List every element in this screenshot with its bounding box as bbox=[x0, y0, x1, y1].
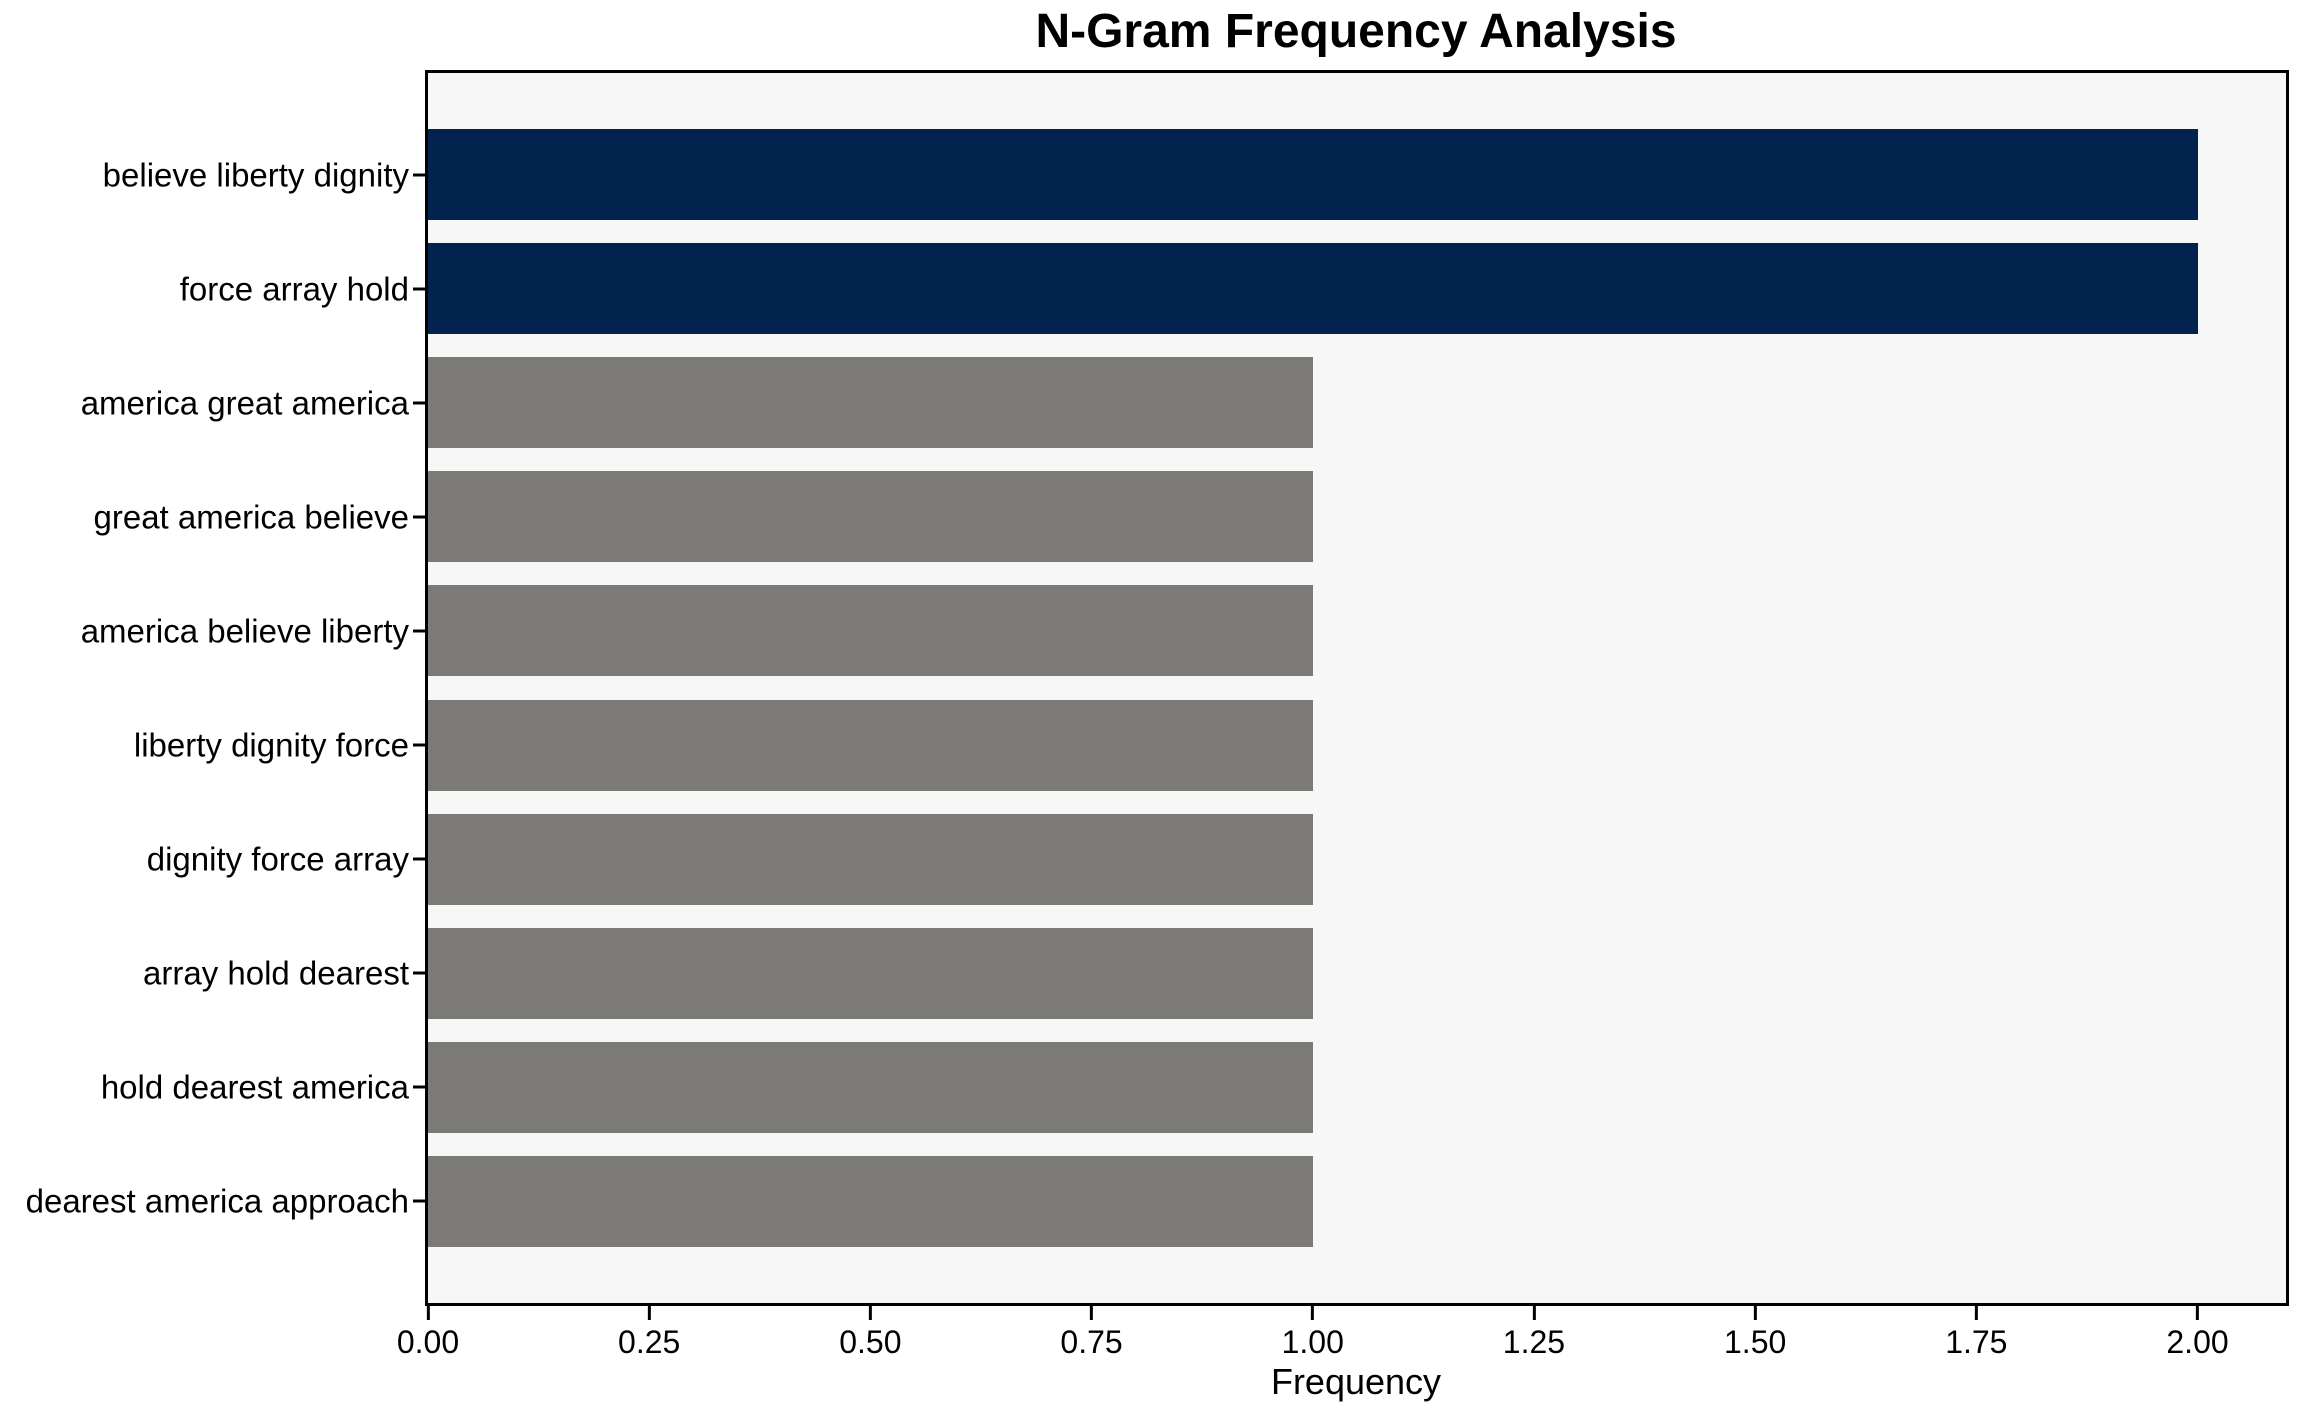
x-tick: 0.50 bbox=[839, 1306, 902, 1360]
bar-row: hold dearest america bbox=[101, 1041, 2286, 1133]
x-tick-mark bbox=[1090, 1306, 1094, 1320]
x-tick-label: 0.25 bbox=[618, 1324, 681, 1360]
x-tick-label: 1.50 bbox=[1724, 1324, 1787, 1360]
bar bbox=[428, 357, 1313, 449]
y-tick-label: liberty dignity force bbox=[133, 726, 409, 764]
x-tick-mark bbox=[1753, 1306, 1757, 1320]
y-tick-label: hold dearest america bbox=[100, 1068, 409, 1106]
x-tick: 2.00 bbox=[2166, 1306, 2229, 1360]
x-tick-label: 1.00 bbox=[1281, 1324, 1344, 1360]
y-tick-label: america great america bbox=[80, 384, 409, 422]
y-tick-label: dearest america approach bbox=[25, 1182, 409, 1220]
x-tick: 0.25 bbox=[618, 1306, 680, 1358]
x-tick-mark bbox=[2196, 1306, 2200, 1320]
x-tick-label: 1.25 bbox=[1502, 1324, 1566, 1360]
y-tick-label: great america believe bbox=[93, 498, 410, 536]
x-tick-mark bbox=[1974, 1306, 1978, 1320]
x-tick-label: 1.75 bbox=[1945, 1324, 2008, 1360]
x-tick-label: 0.75 bbox=[1060, 1324, 1123, 1360]
x-tick-mark bbox=[647, 1306, 651, 1320]
y-tick-mark bbox=[413, 971, 425, 975]
bar bbox=[428, 1155, 1313, 1247]
bar bbox=[428, 243, 2198, 335]
bar-row: dearest america approach bbox=[26, 1155, 2286, 1247]
bar bbox=[428, 471, 1313, 563]
y-tick-mark bbox=[413, 857, 425, 861]
x-tick: 1.50 bbox=[1724, 1306, 1786, 1358]
bar-row: great america believe bbox=[94, 471, 2286, 563]
y-tick-label: america believe liberty bbox=[80, 612, 409, 650]
bar bbox=[428, 813, 1313, 905]
y-tick-mark bbox=[413, 1085, 425, 1089]
y-tick-mark bbox=[413, 1199, 425, 1203]
bar-row: liberty dignity force bbox=[134, 699, 2286, 791]
bar bbox=[428, 585, 1313, 677]
bar-row: america great america bbox=[81, 357, 2286, 449]
x-tick-mark bbox=[1311, 1306, 1315, 1320]
bar-row: dignity force array bbox=[147, 813, 2286, 905]
x-tick: 1.75 bbox=[1945, 1306, 2007, 1358]
bar-row: array hold dearest bbox=[143, 927, 2286, 1019]
x-tick-label: 2.00 bbox=[2166, 1324, 2229, 1360]
x-tick: 0.00 bbox=[397, 1306, 459, 1358]
x-tick-mark bbox=[868, 1306, 872, 1320]
y-tick-mark bbox=[413, 743, 425, 747]
x-axis-label: Frequency bbox=[1270, 1361, 1442, 1402]
chart-title: N-Gram Frequency Analysis bbox=[1035, 5, 1677, 58]
y-tick-label: believe liberty dignity bbox=[102, 156, 409, 193]
bar bbox=[428, 129, 2198, 220]
x-tick-mark bbox=[426, 1306, 430, 1320]
x-tick: 1.25 bbox=[1503, 1306, 1565, 1358]
bar bbox=[428, 927, 1313, 1019]
y-tick-label: force array hold bbox=[179, 270, 409, 308]
bar-row: believe liberty dignity bbox=[103, 129, 2286, 220]
y-tick-mark bbox=[413, 173, 425, 176]
y-tick-mark bbox=[413, 629, 425, 633]
y-tick-label: dignity force array bbox=[146, 840, 409, 878]
bar bbox=[428, 699, 1313, 791]
y-tick-label: array hold dearest bbox=[143, 954, 409, 992]
x-tick: 1.00 bbox=[1282, 1306, 1344, 1358]
bar bbox=[428, 1041, 1313, 1133]
x-tick-label: 0.50 bbox=[839, 1324, 902, 1360]
plot-area: believe liberty dignity force array hold a… bbox=[26, 70, 2289, 1358]
x-tick-mark bbox=[1532, 1306, 1536, 1320]
y-tick-mark bbox=[413, 287, 425, 291]
y-tick-mark bbox=[413, 515, 425, 519]
y-tick-mark bbox=[413, 401, 425, 405]
x-tick-label: 0.00 bbox=[396, 1324, 460, 1360]
bars-container: believe liberty dignity force array hold a… bbox=[26, 129, 2286, 1247]
x-tick: 0.75 bbox=[1060, 1306, 1123, 1360]
bar-row: america believe liberty bbox=[81, 585, 2286, 677]
bar-row: force array hold bbox=[180, 243, 2286, 335]
